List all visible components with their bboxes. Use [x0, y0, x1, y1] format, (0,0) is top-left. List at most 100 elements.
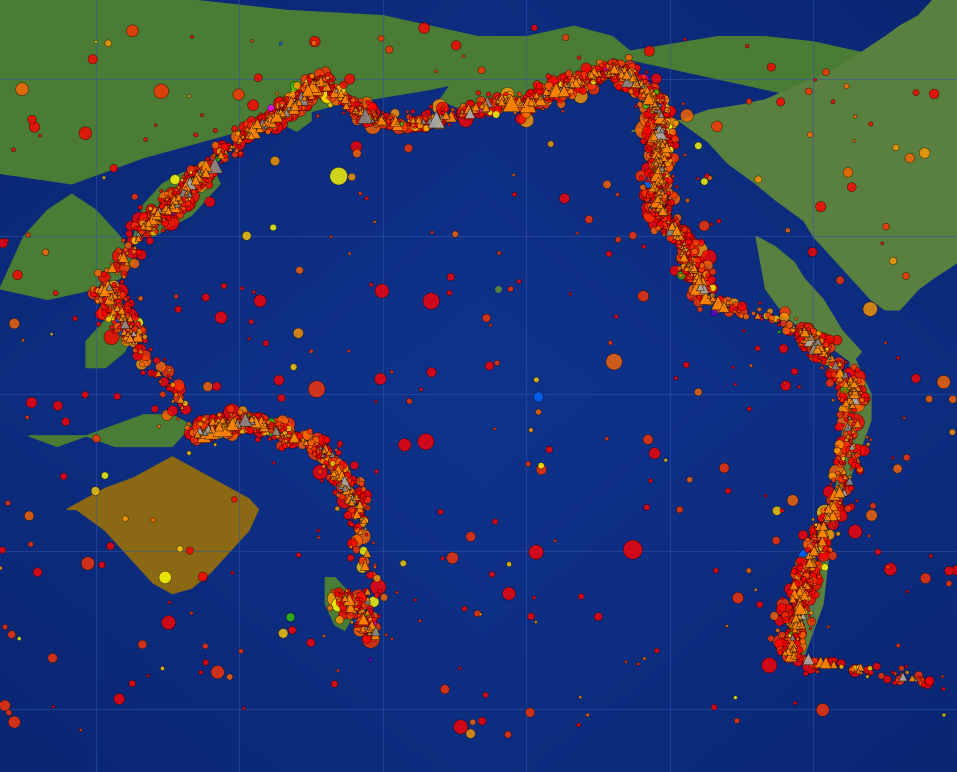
Point	[348, 604, 364, 616]
Point	[124, 677, 140, 689]
Point	[189, 175, 204, 188]
Point	[659, 208, 675, 220]
Point	[834, 376, 849, 388]
Point	[165, 200, 180, 212]
Point	[237, 408, 253, 420]
Point	[145, 208, 160, 220]
Point	[359, 615, 374, 628]
Point	[842, 432, 857, 444]
Point	[329, 503, 345, 515]
Point	[548, 84, 564, 96]
Point	[615, 78, 631, 90]
Point	[840, 389, 856, 401]
Point	[661, 203, 677, 215]
Point	[501, 96, 517, 109]
Point	[206, 151, 221, 164]
Point	[156, 210, 171, 222]
Point	[317, 446, 332, 459]
Point	[181, 201, 196, 213]
Point	[245, 119, 260, 131]
Point	[812, 543, 827, 556]
Point	[357, 492, 372, 504]
Point	[118, 317, 133, 330]
Point	[463, 727, 478, 740]
Point	[167, 194, 183, 206]
Point	[343, 598, 358, 610]
Point	[834, 394, 849, 406]
Point	[207, 149, 222, 161]
Point	[167, 200, 183, 212]
Point	[653, 151, 668, 163]
Point	[650, 183, 665, 195]
Point	[328, 86, 344, 98]
Point	[201, 156, 216, 168]
Point	[794, 327, 810, 339]
Point	[359, 621, 374, 634]
Point	[814, 535, 830, 547]
Point	[466, 101, 481, 113]
Point	[813, 338, 829, 350]
Point	[689, 269, 704, 281]
Point	[679, 253, 695, 266]
Point	[651, 129, 666, 141]
Point	[368, 115, 384, 127]
Point	[788, 697, 803, 709]
Point	[838, 393, 854, 405]
Point	[661, 196, 677, 208]
Point	[399, 122, 414, 134]
Point	[507, 107, 523, 119]
Point	[129, 308, 145, 320]
Point	[842, 421, 857, 433]
Point	[111, 288, 126, 300]
Point	[800, 330, 815, 342]
Point	[225, 429, 240, 442]
Point	[107, 296, 122, 308]
Point	[354, 99, 369, 111]
Point	[829, 363, 844, 375]
Point	[649, 144, 664, 156]
Point	[798, 326, 813, 338]
Point	[640, 108, 656, 120]
Point	[820, 511, 835, 523]
Point	[352, 106, 367, 118]
Point	[303, 436, 319, 449]
Point	[339, 493, 354, 505]
Point	[173, 398, 189, 411]
Point	[313, 76, 328, 88]
Point	[618, 655, 634, 668]
Point	[185, 173, 200, 185]
Point	[526, 591, 542, 604]
Point	[945, 426, 957, 438]
Point	[522, 97, 537, 110]
Point	[118, 254, 133, 266]
Point	[121, 327, 136, 340]
Point	[834, 473, 849, 486]
Point	[814, 526, 830, 538]
Point	[349, 490, 365, 503]
Point	[337, 471, 352, 483]
Point	[100, 287, 115, 300]
Point	[659, 116, 675, 128]
Point	[553, 78, 568, 90]
Point	[290, 95, 305, 107]
Point	[178, 179, 193, 191]
Point	[121, 313, 136, 325]
Point	[297, 430, 312, 442]
Point	[620, 69, 635, 82]
Point	[201, 423, 216, 435]
Point	[836, 466, 852, 478]
Point	[846, 361, 861, 374]
Point	[112, 255, 127, 267]
Point	[709, 120, 724, 133]
Point	[345, 96, 361, 108]
Point	[272, 422, 287, 434]
Point	[245, 124, 260, 137]
Point	[278, 92, 294, 104]
Point	[806, 524, 821, 537]
Point	[879, 221, 894, 233]
Point	[152, 212, 167, 224]
Point	[145, 212, 160, 225]
Point	[654, 185, 669, 198]
Point	[601, 65, 616, 77]
Point	[116, 303, 131, 316]
